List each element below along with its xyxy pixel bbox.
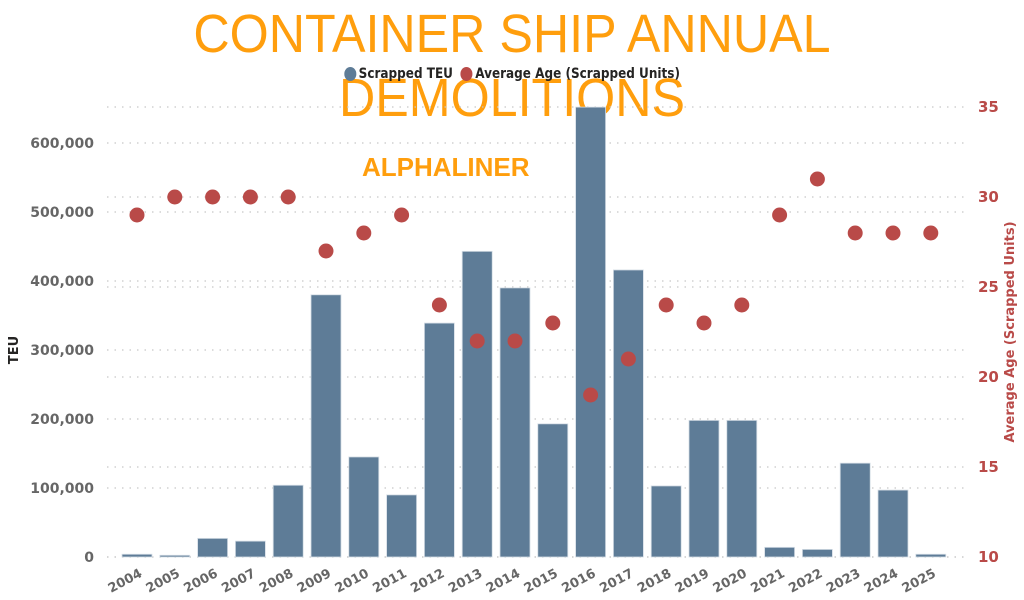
data-point [885, 225, 901, 241]
data-point [847, 225, 863, 241]
data-point [318, 243, 334, 259]
bar [575, 106, 606, 558]
data-point [545, 315, 561, 331]
bar [423, 322, 455, 558]
data-point [280, 189, 296, 205]
data-point [658, 297, 674, 313]
bar [310, 294, 342, 558]
gridlines [107, 106, 965, 558]
data-point [583, 387, 599, 403]
data-point [923, 225, 939, 241]
data-point [507, 333, 523, 349]
bar [272, 484, 304, 558]
data-point [205, 189, 221, 205]
bar [688, 419, 720, 558]
x-tick-label: 2005 [144, 566, 183, 596]
bar [499, 287, 531, 558]
x-tick-label: 2012 [408, 566, 447, 596]
legend-label: Scrapped TEU [358, 66, 453, 82]
watermark: ALPHALINER [362, 152, 530, 182]
right-tick-label: 15 [978, 458, 999, 476]
legend-item-scrapped-teu[interactable]: Scrapped TEU [344, 66, 453, 82]
x-tick-label: 2009 [295, 566, 334, 596]
bar [839, 462, 871, 558]
x-tick-label: 2006 [181, 566, 220, 596]
x-tick-label: 2010 [333, 566, 372, 596]
x-axis: 2004200520062007200820092010201120122013… [106, 566, 939, 596]
bar [877, 489, 909, 558]
x-tick-label: 2004 [106, 566, 145, 596]
x-tick-label: 2025 [900, 566, 939, 596]
x-tick-label: 2023 [824, 566, 863, 596]
legend-circle-icon [344, 67, 357, 81]
right-tick-label: 20 [978, 368, 999, 386]
chart-title: CONTAINER SHIP ANNUAL DEMOLITIONS [193, 4, 831, 128]
left-tick-label: 100,000 [30, 481, 94, 497]
bar [386, 494, 418, 558]
bar [613, 269, 644, 558]
data-point [809, 171, 825, 187]
right-tick-label: 10 [978, 548, 999, 566]
x-tick-label: 2007 [219, 566, 258, 596]
data-point [772, 207, 788, 223]
legend-label: Average Age (Scrapped Units) [475, 66, 680, 82]
bar [159, 554, 191, 558]
x-tick-label: 2013 [446, 566, 485, 596]
x-tick-label: 2011 [370, 566, 409, 596]
left-y-axis: 0 100,000 200,000 300,000 400,000 500,000 600,… [30, 136, 94, 566]
x-tick-label: 2019 [673, 566, 712, 596]
x-tick-label: 2014 [484, 566, 523, 596]
right-tick-label: 35 [978, 98, 999, 116]
x-tick-label: 2016 [559, 566, 598, 596]
x-tick-label: 2015 [522, 566, 561, 596]
x-tick-label: 2008 [257, 566, 296, 596]
data-point [356, 225, 372, 241]
right-axis-title: Average Age (Scrapped Units) [1003, 221, 1018, 442]
scatter-series-average-age [129, 171, 939, 403]
bar [802, 549, 833, 558]
left-tick-label: 300,000 [30, 343, 94, 359]
right-y-axis: 10 15 20 25 30 35 [978, 98, 999, 566]
left-tick-label: 200,000 [30, 412, 94, 428]
data-point [167, 189, 183, 205]
x-tick-label: 2018 [635, 566, 674, 596]
x-tick-label: 2020 [711, 566, 750, 596]
data-point [734, 297, 750, 313]
left-tick-label: 400,000 [30, 274, 94, 290]
bar [650, 485, 682, 558]
x-tick-label: 2017 [597, 566, 636, 596]
x-tick-label: 2021 [748, 566, 787, 596]
bar [197, 537, 229, 558]
data-point [242, 189, 258, 205]
bar [461, 250, 493, 558]
left-axis-title: TEU [7, 336, 22, 364]
bar [537, 423, 569, 558]
bar [121, 553, 153, 558]
data-point [620, 351, 636, 367]
data-point [129, 207, 145, 223]
bar-series-scrapped-teu [121, 106, 947, 558]
bar [234, 540, 266, 558]
data-point [431, 297, 447, 313]
bar [726, 419, 758, 558]
legend-item-average-age[interactable]: Average Age (Scrapped Units) [460, 66, 680, 82]
bar [764, 546, 795, 558]
right-tick-label: 25 [978, 278, 999, 296]
data-point [469, 333, 485, 349]
x-tick-label: 2024 [862, 566, 901, 596]
bar [915, 553, 947, 558]
left-tick-label: 0 [84, 550, 94, 566]
left-tick-label: 500,000 [30, 205, 94, 221]
legend: Scrapped TEU Average Age (Scrapped Units… [72, 66, 953, 85]
legend-circle-icon [460, 67, 473, 81]
data-point [696, 315, 712, 331]
right-tick-label: 30 [978, 188, 999, 206]
left-tick-label: 600,000 [30, 136, 94, 152]
data-point [394, 207, 410, 223]
bar [348, 456, 380, 558]
x-tick-label: 2022 [786, 566, 825, 596]
